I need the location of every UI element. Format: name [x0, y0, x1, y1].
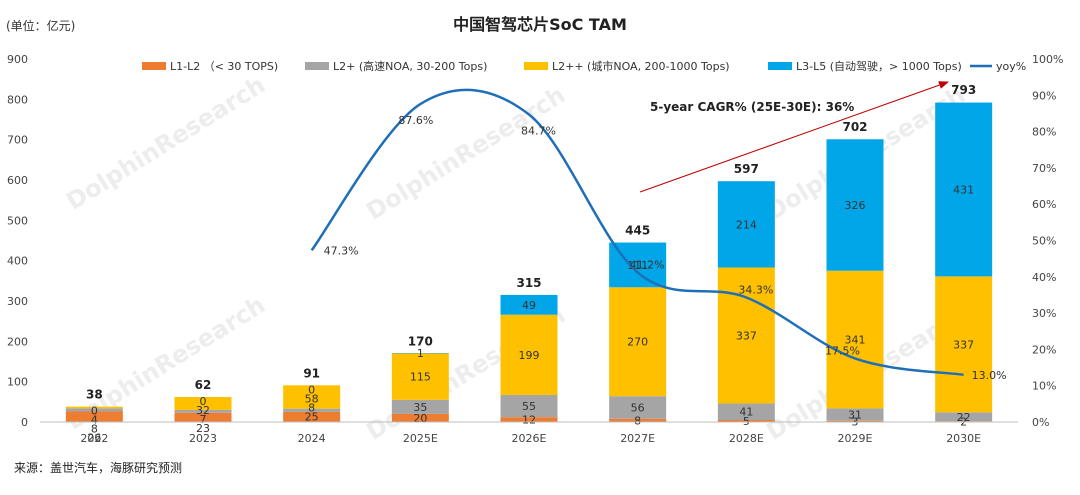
y-tick-label: 500	[7, 214, 28, 227]
segment-value-label: 20	[413, 412, 427, 425]
segment-value-label: 337	[736, 329, 757, 342]
segment-value-label: 326	[845, 199, 866, 212]
bar-total-label: 38	[86, 388, 103, 402]
segment-value-label: 270	[627, 336, 648, 349]
y-tick-label: 100	[7, 376, 28, 389]
y-tick-label: 800	[7, 93, 28, 106]
bar-total-label: 62	[195, 378, 212, 392]
segment-value-label: 214	[736, 218, 757, 231]
segment-value-label: 56	[631, 401, 645, 414]
legend-label: L2+ (高速NOA, 30-200 Tops)	[333, 59, 487, 73]
legend-swatch	[524, 62, 548, 70]
segment-value-label: 0	[308, 383, 315, 396]
y-axis-left: 0 100 200 300 400 500 600 700 800 900	[7, 53, 28, 429]
legend: L1-L2 （< 30 TOPS) L2+ (高速NOA, 30-200 Tops…	[142, 59, 1026, 73]
y2-tick-label: 0%	[1032, 416, 1049, 429]
x-tick-label: 2023	[189, 432, 217, 445]
yoy-value-label: 87.6%	[398, 114, 433, 127]
yoy-value-label: 17.5%	[825, 344, 860, 357]
segment-value-label: 41	[739, 406, 753, 419]
segment-value-label: 8	[634, 414, 641, 427]
segment-value-label: 1	[417, 347, 424, 360]
segment-value-label: 55	[522, 400, 536, 413]
y-tick-label: 400	[7, 255, 28, 268]
bar-total-label: 170	[408, 334, 433, 348]
x-tick-label: 2030E	[946, 432, 981, 445]
yoy-value-label: 34.3%	[738, 283, 773, 296]
bar-total-label: 702	[842, 120, 867, 134]
y2-tick-label: 30%	[1032, 307, 1056, 320]
y2-tick-label: 50%	[1032, 235, 1056, 248]
y-tick-label: 900	[7, 53, 28, 66]
y2-tick-label: 80%	[1032, 126, 1056, 139]
x-tick-label: 2027E	[620, 432, 655, 445]
yoy-value-label: 84.7%	[521, 125, 556, 138]
unit-label: (单位：亿元)	[6, 18, 75, 33]
watermark-text: DolphinResearch	[61, 71, 270, 216]
segment-value-label: 0	[200, 395, 207, 408]
x-tick-label: 2026E	[512, 432, 547, 445]
segment-value-label: 0	[91, 405, 98, 418]
y-tick-label: 700	[7, 134, 28, 147]
y2-tick-label: 20%	[1032, 343, 1056, 356]
y2-tick-label: 70%	[1032, 162, 1056, 175]
segment-value-label: 115	[410, 371, 431, 384]
bar-total-label: 91	[303, 366, 320, 380]
x-axis: 2022 2023 2024 2025E 2026E 2027E 2028E 2029E 203…	[80, 432, 981, 445]
bar-total-label: 597	[734, 162, 759, 176]
cagr-label: 5-year CAGR% (25E-30E): 36%	[650, 100, 854, 114]
segment-value-label: 12	[522, 414, 536, 427]
y-tick-label: 200	[7, 335, 28, 348]
segment-value-label: 31	[848, 409, 862, 422]
segment-value-label: 49	[522, 299, 536, 312]
x-tick-label: 2028E	[729, 432, 764, 445]
x-tick-label: 2025E	[403, 432, 438, 445]
x-tick-label: 2022	[80, 432, 108, 445]
x-tick-label: 2029E	[838, 432, 873, 445]
y2-tick-label: 90%	[1032, 89, 1056, 102]
chart-title: 中国智驾芯片SoC TAM	[453, 15, 627, 34]
segment-value-label: 199	[519, 349, 540, 362]
y2-tick-label: 40%	[1032, 271, 1056, 284]
legend-label: L2++ (城市NOA, 200-1000 Tops)	[552, 59, 730, 73]
legend-swatch	[142, 62, 166, 70]
yoy-value-label: 47.3%	[324, 244, 359, 257]
yoy-value-label: 41.2%	[630, 258, 665, 271]
y2-tick-label: 100%	[1032, 53, 1063, 66]
bar-total-label: 793	[951, 83, 976, 97]
y-tick-label: 0	[21, 416, 28, 429]
yoy-value-label: 13.0%	[972, 369, 1007, 382]
segment-value-label: 431	[953, 183, 974, 196]
segment-value-label: 337	[953, 338, 974, 351]
bar-total-label: 315	[516, 276, 541, 290]
legend-swatch	[768, 62, 792, 70]
y2-tick-label: 60%	[1032, 198, 1056, 211]
y-tick-label: 300	[7, 295, 28, 308]
y-tick-label: 600	[7, 174, 28, 187]
x-tick-label: 2024	[298, 432, 326, 445]
bar-total-label: 445	[625, 224, 650, 238]
y-axis-right: 0% 10% 20% 30% 40% 50% 60% 70% 80% 90% 100%	[1032, 53, 1063, 429]
legend-swatch	[305, 62, 329, 70]
legend-label: L1-L2 （< 30 TOPS)	[170, 60, 278, 73]
segment-value-label: 35	[413, 401, 427, 414]
legend-label: L3-L5 (自动驾驶，> 1000 Tops)	[796, 59, 962, 73]
watermark-text: DolphinResearch	[361, 81, 570, 226]
y2-tick-label: 10%	[1032, 380, 1056, 393]
source-note: 来源：盖世汽车，海豚研究预测	[14, 460, 182, 475]
legend-label: yoy%	[996, 60, 1026, 73]
